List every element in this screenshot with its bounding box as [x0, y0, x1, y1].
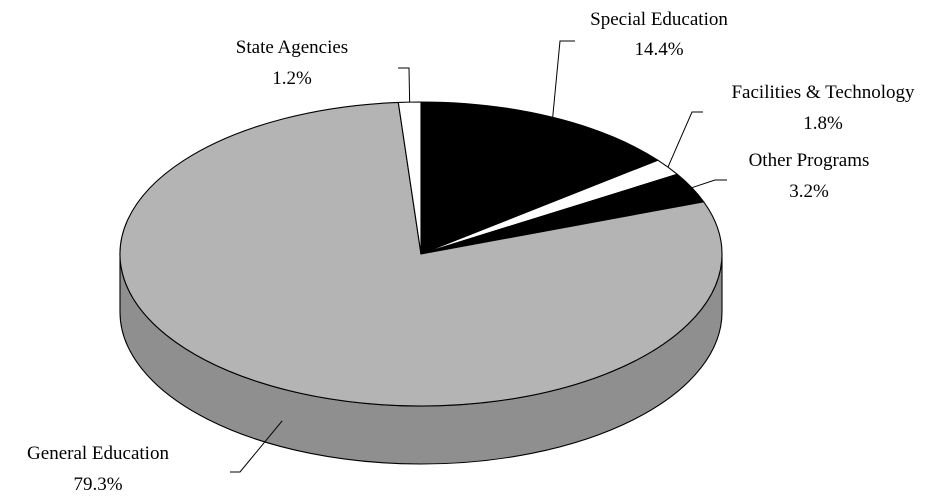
- label-other-programs: Other Programs: [749, 150, 870, 171]
- leader-layer: [230, 40, 727, 473]
- label-state-agencies: State Agencies: [236, 37, 348, 58]
- slice-state-agencies: [397, 101, 422, 255]
- pie-top-layer: [119, 101, 723, 407]
- label-general-education: General Education: [27, 443, 169, 464]
- leader-line-general-education: [230, 420, 283, 473]
- value-general-education: 79.3%: [73, 474, 122, 495]
- slice-special-education: [420, 101, 659, 255]
- value-special-education: 14.4%: [634, 39, 683, 60]
- leader-line-facilities-technology: [667, 111, 703, 168]
- value-other-programs: 3.2%: [789, 181, 829, 202]
- leader-line-special-education: [552, 40, 575, 118]
- leader-line-state-agencies: [398, 67, 411, 103]
- leader-line-other-programs: [691, 179, 727, 189]
- value-facilities-technology: 1.8%: [803, 113, 843, 134]
- label-special-education: Special Education: [590, 9, 728, 30]
- value-state-agencies: 1.2%: [272, 68, 312, 89]
- label-facilities-technology: Facilities & Technology: [731, 82, 915, 103]
